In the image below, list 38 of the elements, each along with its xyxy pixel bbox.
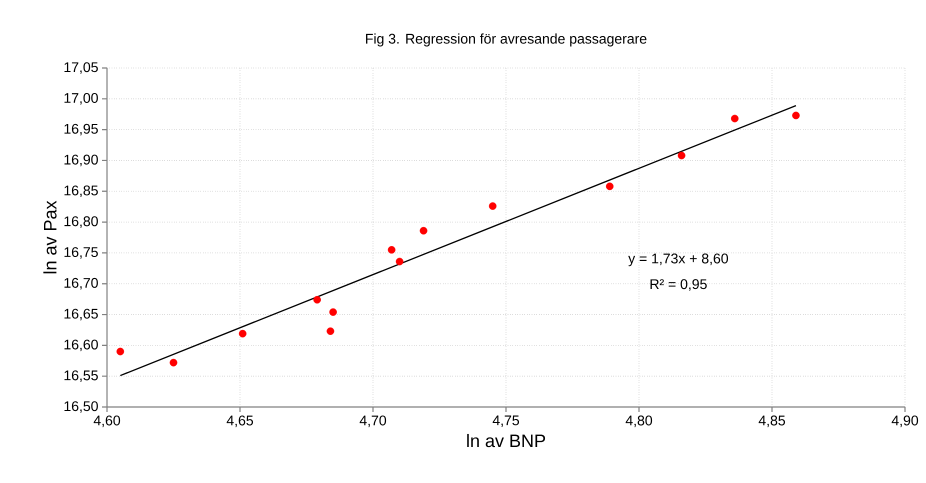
y-tick-label: 16,85 <box>64 185 98 198</box>
point <box>792 112 800 120</box>
x-tick-label: 4,70 <box>360 416 386 428</box>
x-tick-label: 4,60 <box>94 416 120 428</box>
point <box>116 348 124 356</box>
x-tick-label: 4,65 <box>226 416 254 428</box>
x-tick-label: 4,90 <box>892 416 918 428</box>
x-tick-label: 4,75 <box>492 416 520 427</box>
x-axis-title: ln av BNP <box>467 434 546 448</box>
point <box>606 182 614 190</box>
x-tick-label: 4,80 <box>626 416 652 428</box>
x-tick-label: 4,85 <box>758 416 786 428</box>
point <box>420 226 428 235</box>
y-tick-label: 16,60 <box>64 340 98 352</box>
y-tick-label: 16,70 <box>64 278 98 290</box>
y-tick-label: 16,65 <box>64 308 98 320</box>
point <box>396 258 404 266</box>
point <box>170 358 178 366</box>
y-tick-label: 16,95 <box>64 124 98 136</box>
chart-title: Fig 3. Regression för avresande passagerare <box>366 33 646 46</box>
point <box>730 114 739 122</box>
y-tick-label: 16,75 <box>64 247 98 259</box>
y-tick-label: 16,80 <box>64 216 98 228</box>
y-tick-label: 16,90 <box>64 154 98 166</box>
y-tick-label: 16,50 <box>64 401 98 413</box>
point <box>678 152 686 160</box>
y-tick-label: 17,00 <box>64 93 98 105</box>
point <box>313 296 321 304</box>
point <box>388 246 396 254</box>
y-axis-title: ln av Pax <box>43 200 57 274</box>
point <box>488 202 497 210</box>
annotation: y = 1,73x + 8,60 <box>628 254 728 266</box>
point <box>326 327 334 335</box>
point <box>329 308 337 316</box>
y-tick-label: 17,05 <box>64 62 98 74</box>
point <box>238 330 246 338</box>
annotation: R² = 0,95 <box>650 279 707 291</box>
y-tick-label: 16,55 <box>64 370 98 382</box>
